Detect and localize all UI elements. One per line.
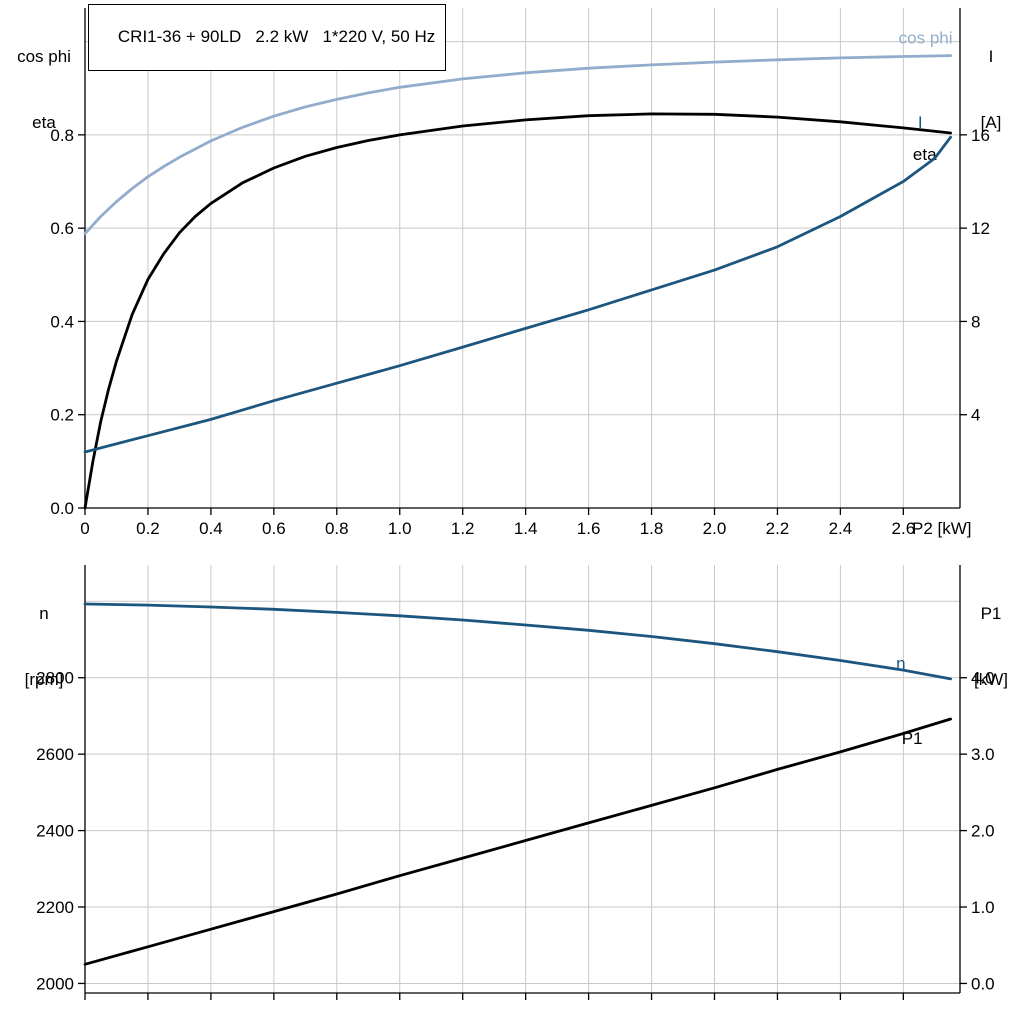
x-tick-label: 1.6 — [577, 519, 601, 538]
y-left-tick-label: 0.4 — [50, 312, 74, 331]
x-axis-title: P2 [kW] — [912, 519, 972, 538]
x-tick-label: 1.4 — [514, 519, 538, 538]
y-right-tick-label: 2.0 — [971, 822, 995, 841]
y-left-tick-label: 2200 — [36, 898, 74, 917]
series-I — [83, 135, 952, 454]
axis-title-speed: n — [39, 604, 49, 623]
y-left-tick-label: 0.0 — [50, 499, 74, 518]
x-tick-label: 0 — [80, 519, 89, 538]
y-right-tick-label: 3.0 — [971, 745, 995, 764]
y-left-tick-label: 2600 — [36, 745, 74, 764]
chart-title: CRI1-36 + 90LD 2.2 kW 1*220 V, 50 Hz — [117, 27, 436, 46]
x-tick-label: 2.0 — [703, 519, 727, 538]
y-right-tick-label: 1.0 — [971, 898, 995, 917]
y-left-tick-label: 2000 — [36, 974, 74, 993]
axis-title-current-unit: [A] — [980, 113, 1002, 132]
x-tick-label: 0.6 — [262, 519, 286, 538]
axis-title-eta: eta — [32, 113, 56, 132]
curve-label-P1: P1 — [902, 729, 923, 748]
y-left-tick-label: 2400 — [36, 822, 74, 841]
series-n — [83, 602, 952, 681]
chart-title-box: CRI1-36 + 90LD 2.2 kW 1*220 V, 50 Hz — [88, 4, 447, 71]
y-right-tick-label: 4.0 — [971, 669, 995, 688]
x-tick-label: 2.2 — [766, 519, 790, 538]
top-left-axis-title: cos phi eta — [6, 2, 82, 178]
axis-title-p1-unit: [kW] — [974, 670, 1008, 689]
bottom-left-axis-title: n [rpm] — [6, 559, 82, 735]
y-right-tick-label: 0.0 — [971, 974, 995, 993]
y-left-tick-label: 0.8 — [50, 126, 74, 145]
x-tick-label: 1.8 — [640, 519, 664, 538]
curve-label-eta: eta — [913, 145, 937, 164]
y-right-tick-label: 16 — [971, 126, 990, 145]
x-tick-label: 0.8 — [325, 519, 349, 538]
bottom-right-axis-title: P1 [kW] — [962, 559, 1020, 735]
x-tick-label: 2.6 — [892, 519, 916, 538]
y-right-tick-label: 4 — [971, 406, 980, 425]
x-tick-label: 1.0 — [388, 519, 412, 538]
y-right-tick-label: 12 — [971, 219, 990, 238]
y-left-tick-label: 2800 — [36, 669, 74, 688]
series-cos-phi — [83, 54, 952, 236]
y-left-tick-label: 0.2 — [50, 406, 74, 425]
x-tick-label: 2.4 — [829, 519, 853, 538]
axis-title-current: I — [988, 47, 994, 66]
axis-title-speed-unit: [rpm] — [24, 670, 64, 689]
x-tick-label: 1.2 — [451, 519, 475, 538]
x-tick-label: 0.4 — [199, 519, 223, 538]
axis-title-p1: P1 — [980, 604, 1002, 623]
curve-label-n: n — [896, 654, 905, 673]
y-right-tick-label: 8 — [971, 312, 980, 331]
curve-label-cos-phi: cos phi — [899, 29, 953, 48]
x-tick-label: 0.2 — [136, 519, 160, 538]
top-right-axis-title: I [A] — [962, 2, 1020, 178]
axis-title-cos-phi: cos phi — [17, 47, 71, 66]
y-left-tick-label: 0.6 — [50, 219, 74, 238]
curve-label-I: I — [918, 113, 923, 132]
series-P1 — [83, 717, 952, 966]
series-eta — [83, 112, 952, 510]
